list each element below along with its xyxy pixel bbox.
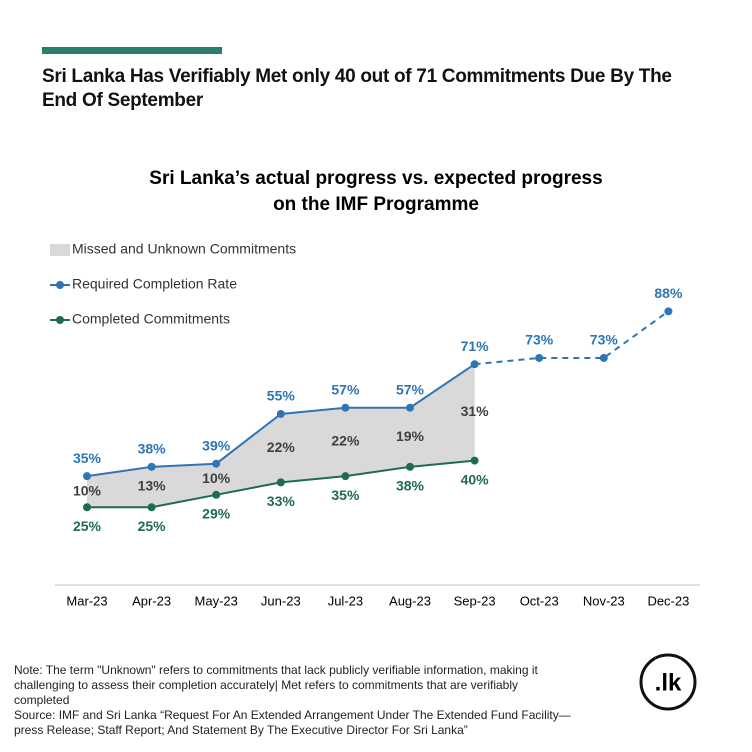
headline: Sri Lanka Has Verifiably Met only 40 out…: [42, 66, 672, 111]
chart-title: on the IMF Programme: [273, 194, 479, 215]
x-tick-label: Dec-23: [647, 593, 689, 608]
x-tick-label: Mar-23: [66, 593, 107, 608]
point: [212, 490, 221, 499]
note: Note: The term "Unknown" refers to commi…: [14, 663, 538, 707]
data-label: 31%: [461, 403, 490, 419]
footnotes: Note: The term "Unknown" refers to commi…: [14, 663, 574, 738]
data-label: 10%: [202, 470, 231, 486]
data-label: 73%: [525, 332, 554, 348]
legend-label: Required Completion Rate: [72, 276, 237, 292]
logo-ring: [639, 653, 697, 711]
legend-label: Completed Commitments: [72, 311, 230, 327]
source: Source: IMF and Sri Lanka “Request For A…: [14, 708, 571, 737]
point: [470, 456, 479, 465]
data-label: 25%: [73, 518, 102, 534]
point: [276, 409, 285, 418]
data-label: 35%: [73, 450, 102, 466]
data-label: 57%: [396, 381, 425, 397]
x-tick-label: Jul-23: [328, 593, 363, 608]
data-label: 39%: [202, 437, 231, 453]
legend-marker: [56, 281, 64, 289]
data-label: 22%: [267, 439, 296, 455]
data-label: 25%: [138, 518, 167, 534]
legend-marker: [56, 316, 64, 324]
x-tick-label: Sep-23: [454, 593, 496, 608]
x-tick-label: Apr-23: [132, 593, 171, 608]
data-label: 73%: [590, 332, 619, 348]
data-label: 33%: [267, 493, 296, 509]
x-tick-label: May-23: [195, 593, 238, 608]
point: [406, 462, 414, 471]
point: [599, 353, 608, 362]
line: [474, 310, 669, 366]
x-tick-label: Jun-23: [261, 593, 301, 608]
x-tick-label: Aug-23: [389, 593, 431, 608]
legend-label: Missed and Unknown Commitments: [72, 241, 296, 257]
point: [147, 462, 156, 471]
data-label: 55%: [267, 388, 296, 404]
data-label: 10%: [73, 482, 102, 498]
chart-title: Sri Lanka’s actual progress vs. expected…: [149, 168, 602, 189]
point: [147, 503, 156, 512]
point: [470, 360, 479, 369]
data-label: 19%: [396, 428, 425, 444]
legend-swatch: [50, 244, 70, 256]
x-tick-label: Oct-23: [520, 593, 559, 608]
data-label: 38%: [396, 478, 425, 494]
accent-bar: [42, 47, 222, 54]
data-label: 57%: [331, 381, 360, 397]
logo: .lk: [655, 669, 682, 696]
x-tick-label: Nov-23: [583, 593, 625, 608]
point: [341, 403, 350, 412]
point: [83, 503, 91, 512]
data-label: 38%: [138, 441, 167, 457]
point: [276, 478, 285, 487]
data-label: 22%: [331, 433, 360, 449]
point: [406, 403, 414, 412]
data-label: 88%: [654, 285, 683, 301]
data-label: 71%: [461, 338, 490, 354]
data-label: 40%: [461, 471, 490, 487]
point: [341, 472, 350, 481]
data-label: 29%: [202, 506, 231, 522]
point: [664, 307, 673, 316]
data-label: 13%: [138, 478, 167, 494]
point: [535, 353, 544, 362]
point: [212, 459, 221, 468]
data-label: 35%: [331, 487, 360, 503]
point: [83, 472, 91, 481]
